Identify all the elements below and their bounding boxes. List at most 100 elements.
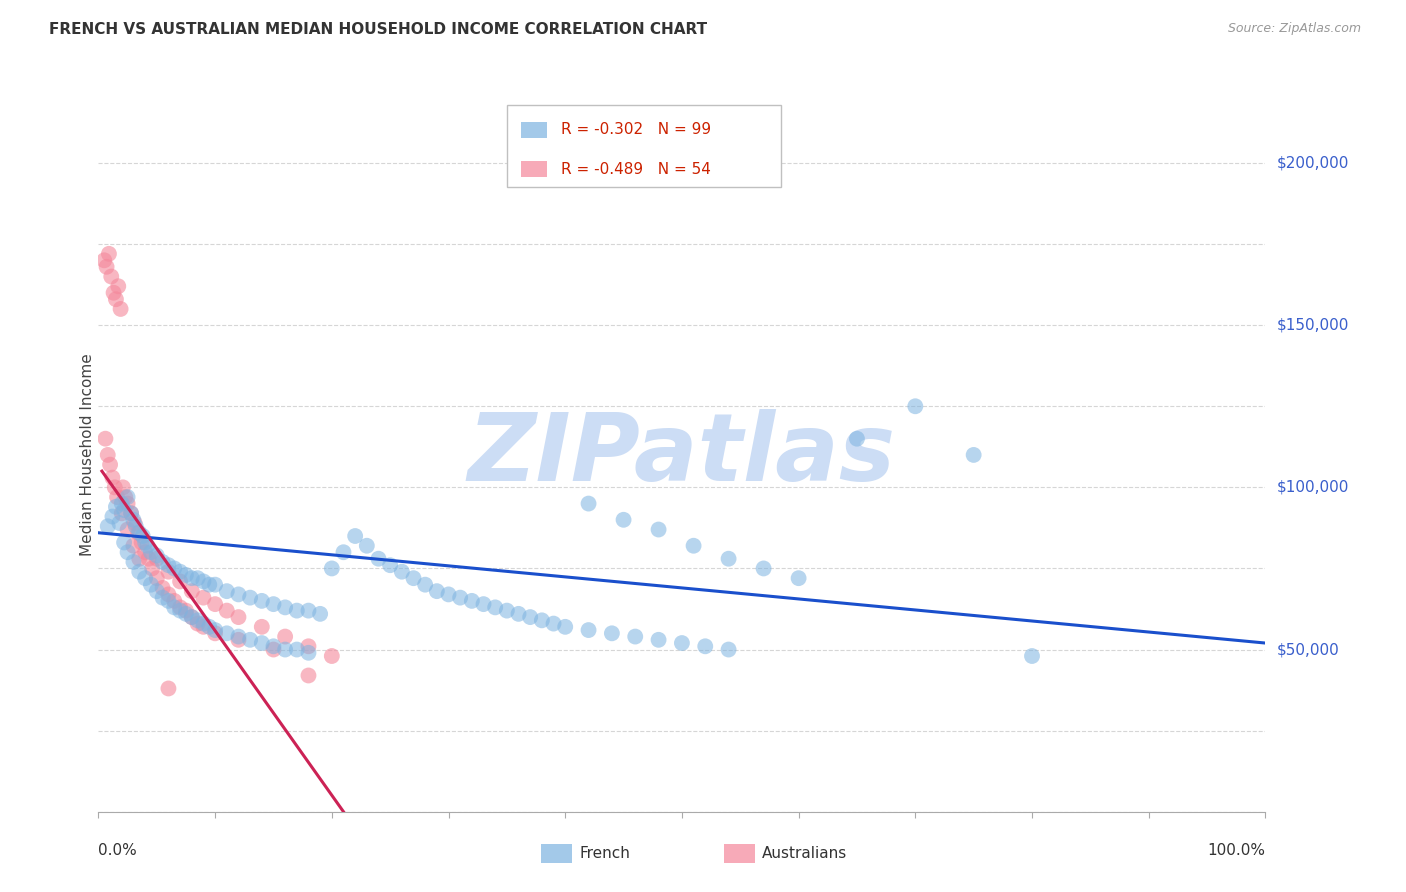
Point xyxy=(250,636,273,650)
Point xyxy=(262,642,284,657)
Point xyxy=(717,642,740,657)
Text: Australians: Australians xyxy=(762,847,848,861)
Text: $200,000: $200,000 xyxy=(1277,155,1348,170)
Point xyxy=(204,577,226,591)
Text: French: French xyxy=(579,847,630,861)
Point xyxy=(437,587,460,601)
Point xyxy=(104,480,127,494)
Point xyxy=(146,549,169,563)
Point xyxy=(508,607,530,621)
Point xyxy=(169,565,191,579)
Point xyxy=(309,607,332,621)
Point xyxy=(134,535,156,549)
Point xyxy=(204,626,226,640)
Point xyxy=(624,630,647,644)
Point xyxy=(98,458,121,472)
Point xyxy=(100,269,122,284)
Point xyxy=(132,529,155,543)
Point xyxy=(110,301,132,316)
Point xyxy=(146,584,169,599)
Point xyxy=(845,432,868,446)
Text: 100.0%: 100.0% xyxy=(1208,843,1265,858)
Point xyxy=(647,523,669,537)
Point xyxy=(93,253,115,268)
Point xyxy=(169,600,191,615)
Point xyxy=(413,577,436,591)
Text: ZIPatlas: ZIPatlas xyxy=(468,409,896,501)
Point xyxy=(127,525,149,540)
Point xyxy=(128,551,150,566)
Point xyxy=(138,551,160,566)
Point xyxy=(193,616,215,631)
Point xyxy=(180,610,202,624)
Point xyxy=(228,630,250,644)
Point xyxy=(122,539,145,553)
Point xyxy=(174,568,197,582)
Point xyxy=(250,620,273,634)
Point xyxy=(111,506,134,520)
FancyBboxPatch shape xyxy=(506,105,782,187)
Point xyxy=(530,613,553,627)
Point xyxy=(215,626,238,640)
Point xyxy=(128,525,150,540)
Point xyxy=(215,604,238,618)
Y-axis label: Median Household Income: Median Household Income xyxy=(80,353,94,557)
FancyBboxPatch shape xyxy=(520,161,547,178)
Point xyxy=(94,432,117,446)
Point xyxy=(180,610,202,624)
Point xyxy=(111,480,134,494)
Point xyxy=(180,584,202,599)
Point xyxy=(152,591,174,605)
Point xyxy=(114,490,136,504)
Point xyxy=(117,545,139,559)
Point xyxy=(297,604,319,618)
Point xyxy=(671,636,693,650)
Point xyxy=(122,513,145,527)
Point xyxy=(101,509,124,524)
Point xyxy=(180,571,202,585)
Point xyxy=(174,604,197,618)
Point xyxy=(152,581,174,595)
Point xyxy=(117,497,139,511)
Point xyxy=(204,597,226,611)
Point xyxy=(187,613,209,627)
Point xyxy=(600,626,623,640)
Text: R = -0.302   N = 99: R = -0.302 N = 99 xyxy=(561,122,710,137)
Point xyxy=(146,571,169,585)
Point xyxy=(139,577,162,591)
Point xyxy=(125,519,148,533)
Point xyxy=(391,565,413,579)
Point xyxy=(274,642,297,657)
Point xyxy=(1021,648,1043,663)
FancyBboxPatch shape xyxy=(520,122,547,137)
Point xyxy=(157,558,180,573)
Point xyxy=(134,571,156,585)
Point xyxy=(193,591,215,605)
Point xyxy=(297,640,319,654)
Point xyxy=(717,551,740,566)
Point xyxy=(97,519,120,533)
Point xyxy=(578,623,600,637)
Point xyxy=(321,648,343,663)
Point xyxy=(193,574,215,589)
Point xyxy=(262,640,284,654)
Point xyxy=(141,561,163,575)
Point xyxy=(101,470,124,484)
Point xyxy=(695,640,717,654)
Point xyxy=(97,247,120,261)
Point xyxy=(612,513,634,527)
Point xyxy=(120,506,142,520)
Text: $150,000: $150,000 xyxy=(1277,318,1348,333)
Point xyxy=(495,604,517,618)
Point xyxy=(321,561,343,575)
Point xyxy=(228,632,250,647)
Point xyxy=(152,555,174,569)
Point xyxy=(124,516,146,530)
Point xyxy=(262,597,284,611)
Point xyxy=(239,591,262,605)
Point xyxy=(285,604,308,618)
Point xyxy=(543,616,565,631)
Point xyxy=(187,616,209,631)
Text: Source: ZipAtlas.com: Source: ZipAtlas.com xyxy=(1227,22,1361,36)
Point xyxy=(134,545,156,559)
